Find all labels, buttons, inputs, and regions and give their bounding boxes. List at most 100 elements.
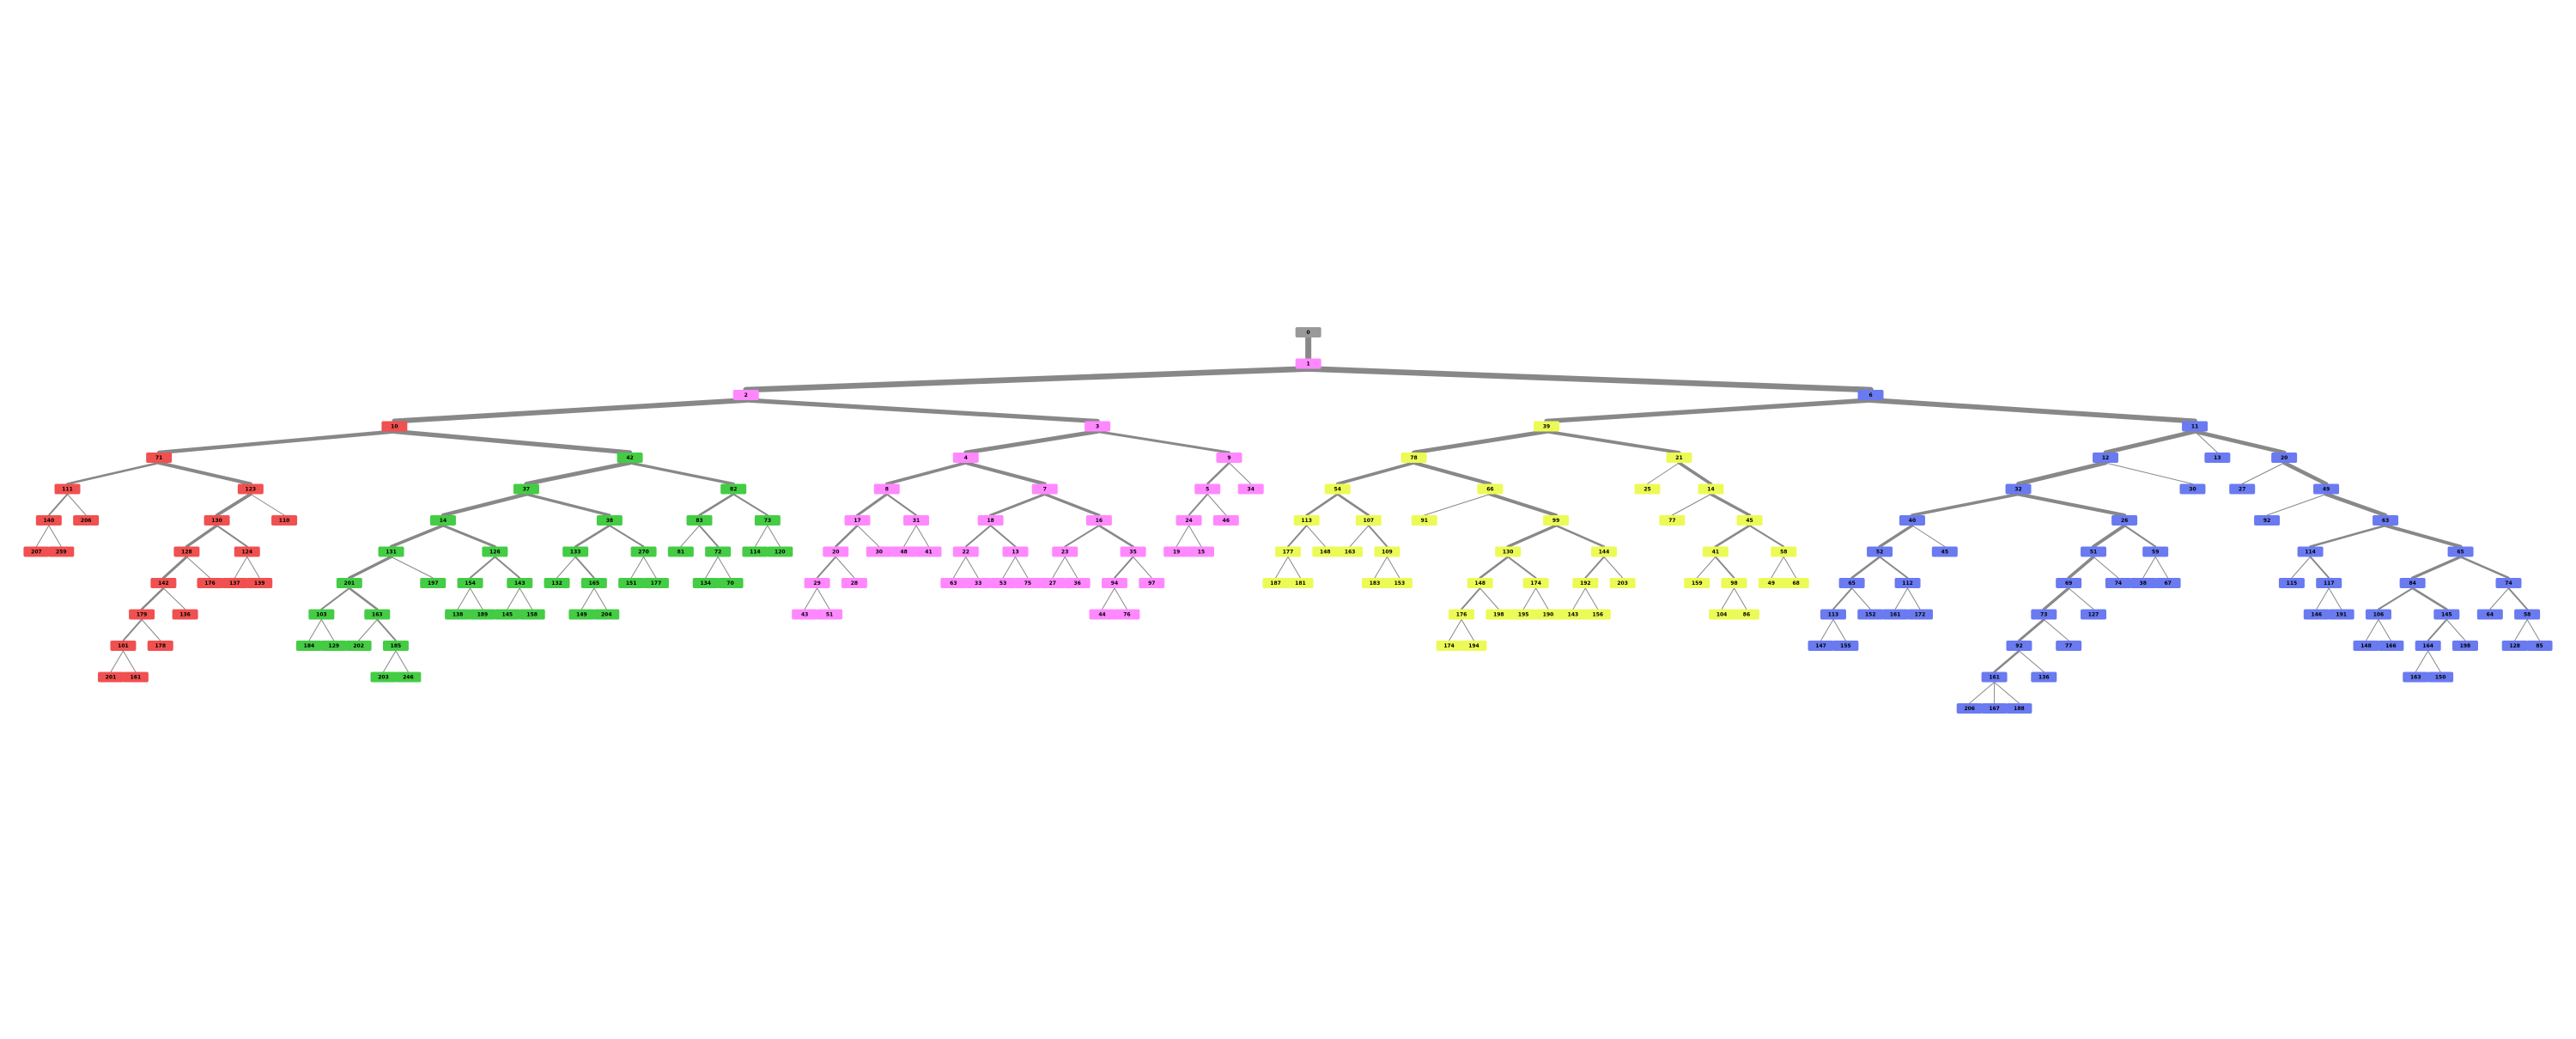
- tree-node: 41: [915, 546, 942, 557]
- tree-node-box: [482, 546, 508, 557]
- tree-node-box: [1467, 578, 1493, 588]
- tree-node: 172: [1907, 609, 1933, 620]
- tree-node-label: 68: [1793, 580, 1800, 586]
- tree-edge: [1043, 492, 1101, 517]
- tree-node-box: [2154, 578, 2181, 588]
- tree-node-box: [2182, 421, 2208, 432]
- tree-node-label: 192: [1580, 580, 1591, 586]
- tree-node-label: 174: [1443, 643, 1455, 649]
- tree-node-box: [382, 641, 409, 651]
- tree-edge: [2154, 556, 2169, 579]
- tree-node: 77: [1659, 515, 1686, 526]
- tree-node-box: [173, 546, 200, 557]
- tree-node: 131: [378, 546, 404, 557]
- tree-node-label: 48: [900, 550, 907, 556]
- tree-edge: [2092, 524, 2127, 549]
- tree-node-box: [2403, 671, 2429, 683]
- tree-edge: [2328, 587, 2342, 610]
- tree-node: 72: [705, 546, 732, 557]
- tree-edge: [320, 587, 350, 611]
- tree-node-label: 190: [1543, 612, 1554, 618]
- tree-edge: [744, 398, 1100, 424]
- tree-node-label: 140: [44, 518, 55, 524]
- tree-node-box: [617, 453, 643, 463]
- tree-node-box: [1572, 578, 1599, 588]
- tree-node-box: [1899, 515, 1925, 526]
- tree-node: 197: [420, 578, 447, 588]
- tree-node-box: [2328, 609, 2354, 620]
- tree-node: 74: [2105, 578, 2131, 588]
- tree-node-label: 164: [2422, 643, 2433, 649]
- tree-edge: [1188, 525, 1202, 547]
- tree-node-label: 38: [606, 518, 613, 524]
- tree-edge: [470, 587, 483, 610]
- tree-node-label: 31: [913, 518, 920, 524]
- tree-node-label: 184: [304, 643, 315, 649]
- tree-node-label: 167: [1989, 706, 2000, 712]
- tree-edge: [884, 461, 968, 486]
- tree-node-box: [940, 578, 967, 588]
- tree-node-label: 74: [2115, 580, 2122, 586]
- tree-node-box: [1882, 609, 1909, 620]
- tree-node-label: 201: [106, 675, 117, 681]
- tree-node: 11: [2182, 421, 2208, 432]
- tree-node: 126: [482, 546, 508, 557]
- tree-node: 27: [1039, 578, 1066, 588]
- tree-node-box: [2316, 578, 2342, 588]
- tree-node-box: [1295, 358, 1321, 369]
- tree-node: 187: [1262, 578, 1289, 588]
- tree-node-label: 82: [730, 487, 737, 493]
- tree-edge: [2266, 494, 2327, 516]
- tree-node-label: 41: [1712, 550, 1719, 556]
- tree-edge: [1748, 525, 1785, 548]
- tree-edge: [1545, 429, 1681, 454]
- tree-edge: [1820, 619, 1834, 641]
- tree-node-box: [667, 546, 694, 557]
- tree-edge: [1907, 587, 1921, 610]
- tree-edge: [2194, 431, 2218, 453]
- tree-node-box: [1101, 578, 1127, 588]
- tree-node: 174: [1522, 578, 1549, 588]
- tree-node-box: [990, 578, 1017, 588]
- tree-node: 259: [48, 546, 75, 557]
- tree-edge: [162, 587, 186, 610]
- tree-node: 143: [1559, 609, 1586, 620]
- tree-node-box: [1981, 671, 2008, 683]
- tree-node-box: [767, 546, 793, 557]
- tree-edge: [110, 650, 124, 672]
- tree-node: 58: [2514, 609, 2541, 620]
- tree-node-label: 142: [158, 580, 169, 586]
- tree-node-label: 49: [1768, 580, 1775, 586]
- tree-edge: [1671, 494, 1711, 516]
- tree-node: 145: [2433, 609, 2460, 620]
- tree-edge: [215, 492, 252, 517]
- tree-node: 97: [1139, 578, 1165, 588]
- tree-node: 140: [35, 515, 62, 526]
- tree-node: 176: [1449, 609, 1475, 620]
- tree-node-box: [952, 546, 979, 557]
- tree-edge: [1461, 587, 1481, 611]
- tree-edge: [1584, 556, 1605, 579]
- tree-edge: [185, 556, 210, 579]
- tree-node-label: 176: [204, 580, 216, 586]
- tree-node-label: 155: [1840, 643, 1851, 649]
- tree-node-box: [129, 609, 155, 620]
- tree-edge: [35, 525, 50, 547]
- tree-node: 190: [1535, 609, 1562, 620]
- tree-node-label: 148: [1320, 550, 1331, 556]
- tree-node-box: [1374, 546, 1400, 557]
- tree-edge: [2281, 460, 2329, 486]
- tree-node: 203: [370, 671, 397, 683]
- tree-node-box: [2399, 578, 2426, 588]
- tree-edge: [1994, 682, 2020, 704]
- tree-node-box: [295, 641, 322, 651]
- tree-node-label: 67: [2164, 580, 2171, 586]
- tree-node-label: 34: [1248, 487, 1255, 493]
- tree-node: 86: [1733, 609, 1759, 620]
- tree-node-label: 198: [1493, 612, 1504, 618]
- tree-node-label: 129: [329, 643, 340, 649]
- tree-node: 152: [1857, 609, 1884, 620]
- tree-node-label: 201: [344, 580, 355, 586]
- tree-edge: [216, 525, 248, 548]
- tree-edge: [185, 524, 219, 549]
